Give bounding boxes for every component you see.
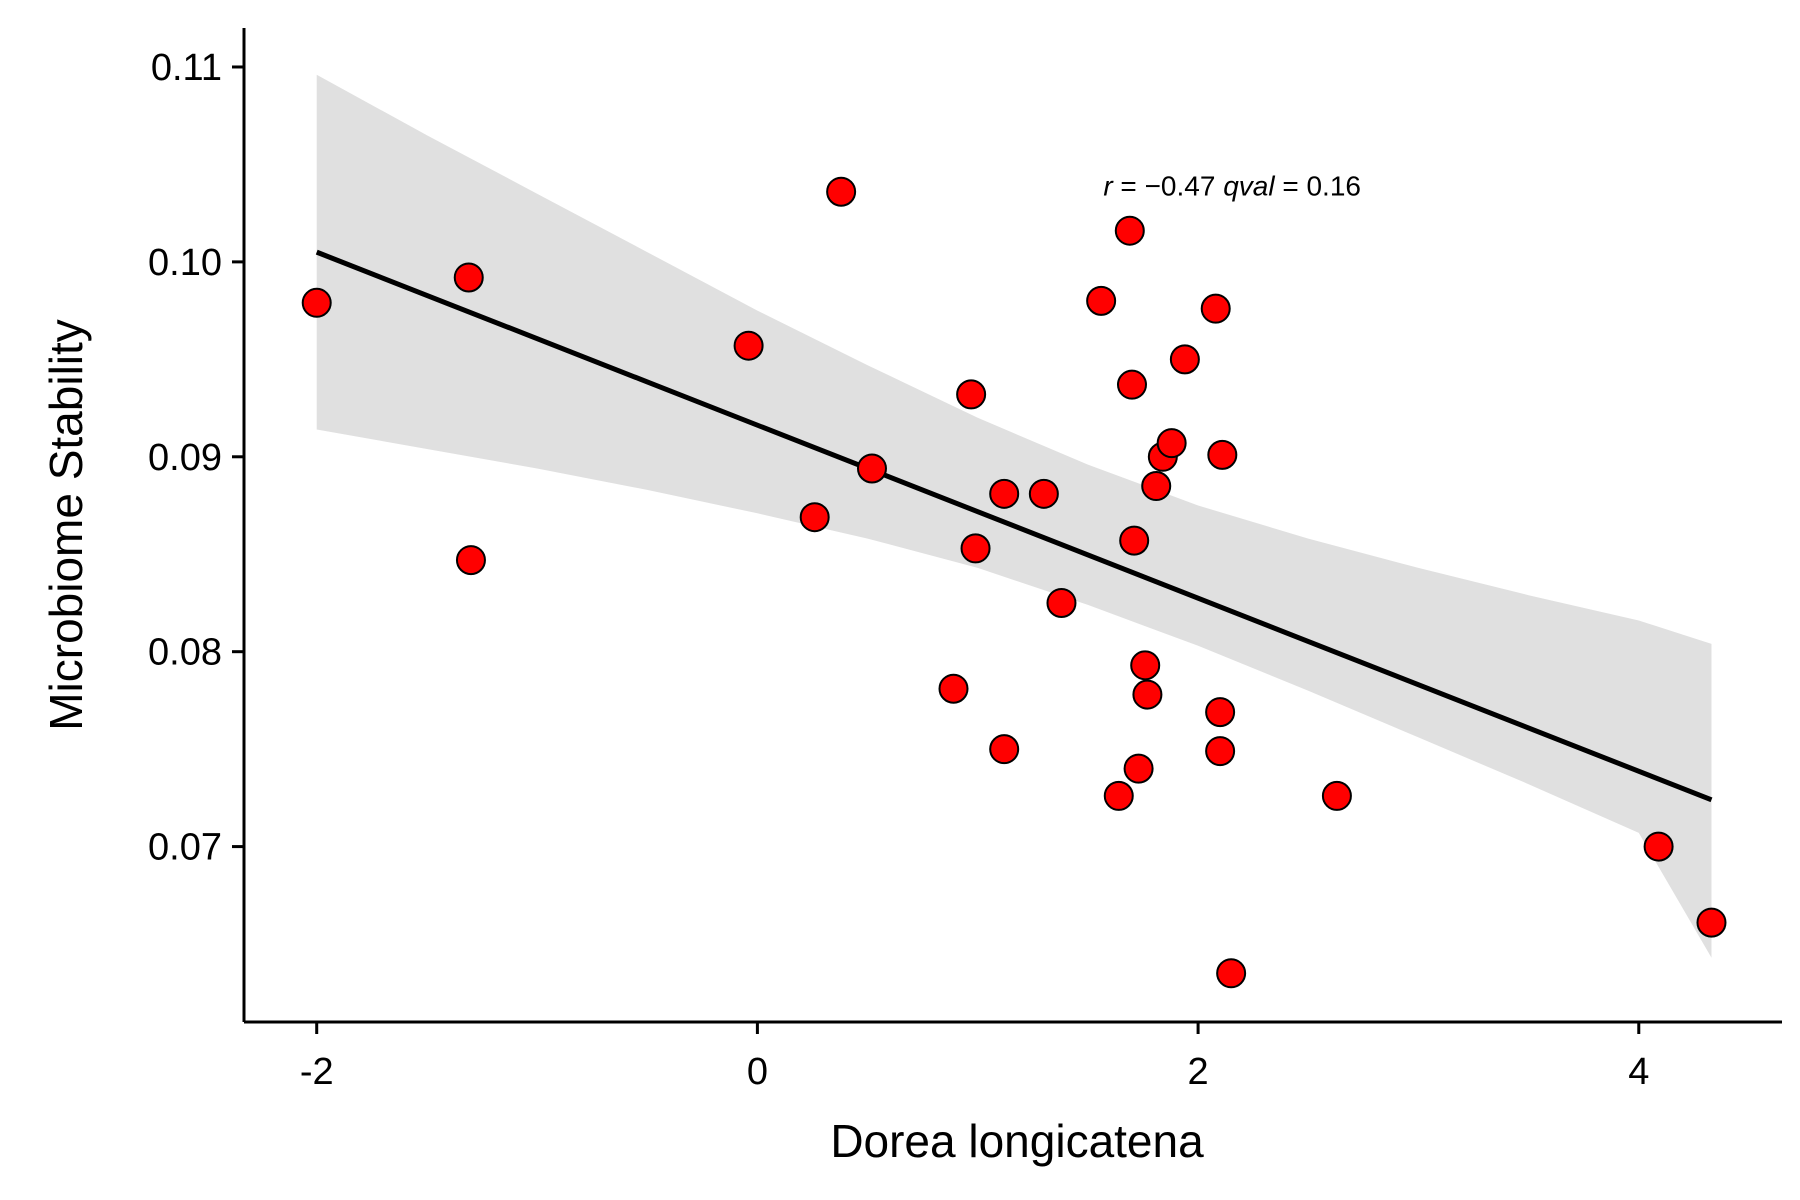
data-point [1119,525,1150,556]
data-point [960,533,991,564]
y-tick-label: 0.11 [151,47,222,89]
data-point [453,262,484,293]
annotation-q-label: qval [1223,171,1275,202]
data-point [1046,587,1077,618]
data-point [1643,831,1674,862]
data-point [1130,650,1161,681]
data-point [733,330,764,361]
y-axis-title: Microbiome Stability [40,319,92,731]
x-tick-label: 2 [1188,1051,1209,1093]
data-point [1103,780,1134,811]
y-tick-label: 0.08 [148,632,222,674]
data-point [938,673,969,704]
data-point [1205,736,1236,767]
data-point [1205,697,1236,728]
annotation-q-value: = 0.16 [1275,171,1361,202]
x-tick-label: 4 [1628,1051,1649,1093]
data-point [989,478,1020,509]
data-point [455,545,486,576]
annotation-r-label: r [1103,171,1114,202]
data-point [1156,428,1187,459]
y-tick-label: 0.07 [148,827,222,869]
data-point [1169,344,1200,375]
data-point [826,176,857,207]
y-tick-label: 0.10 [148,242,222,284]
axes: -2 0 2 4 0.07 0.08 0.09 0.10 0.11 [148,28,1782,1093]
x-axis-title: Dorea longicatena [830,1115,1204,1167]
regression-line [315,249,1713,803]
x-tick-label: 0 [747,1051,768,1093]
y-axis-ticks: 0.07 0.08 0.09 0.10 0.11 [148,47,244,869]
y-tick-label: 0.09 [148,437,222,479]
data-point [956,379,987,410]
confidence-band [316,74,1712,958]
data-point [1132,679,1163,710]
data-point [1207,439,1238,470]
annotation-r-value: = −0.47 [1113,171,1224,202]
data-point [1200,293,1231,324]
data-point [1086,285,1117,316]
data-point [1216,958,1247,989]
x-axis-ticks: -2 0 2 4 [300,1022,1649,1093]
plot-area [301,74,1727,989]
data-points [301,176,1727,989]
data-point [1141,471,1172,502]
data-point [1116,369,1147,400]
data-point [301,287,332,318]
x-tick-label: -2 [300,1051,334,1093]
data-point [1114,215,1145,246]
data-point [989,734,1020,765]
data-point [799,502,830,533]
data-point [1123,753,1154,784]
data-point [856,453,887,484]
data-point [1321,780,1352,811]
correlation-annotation: r = −0.47 qval = 0.16 [1103,171,1361,202]
data-point [1696,907,1727,938]
data-point [1028,478,1059,509]
